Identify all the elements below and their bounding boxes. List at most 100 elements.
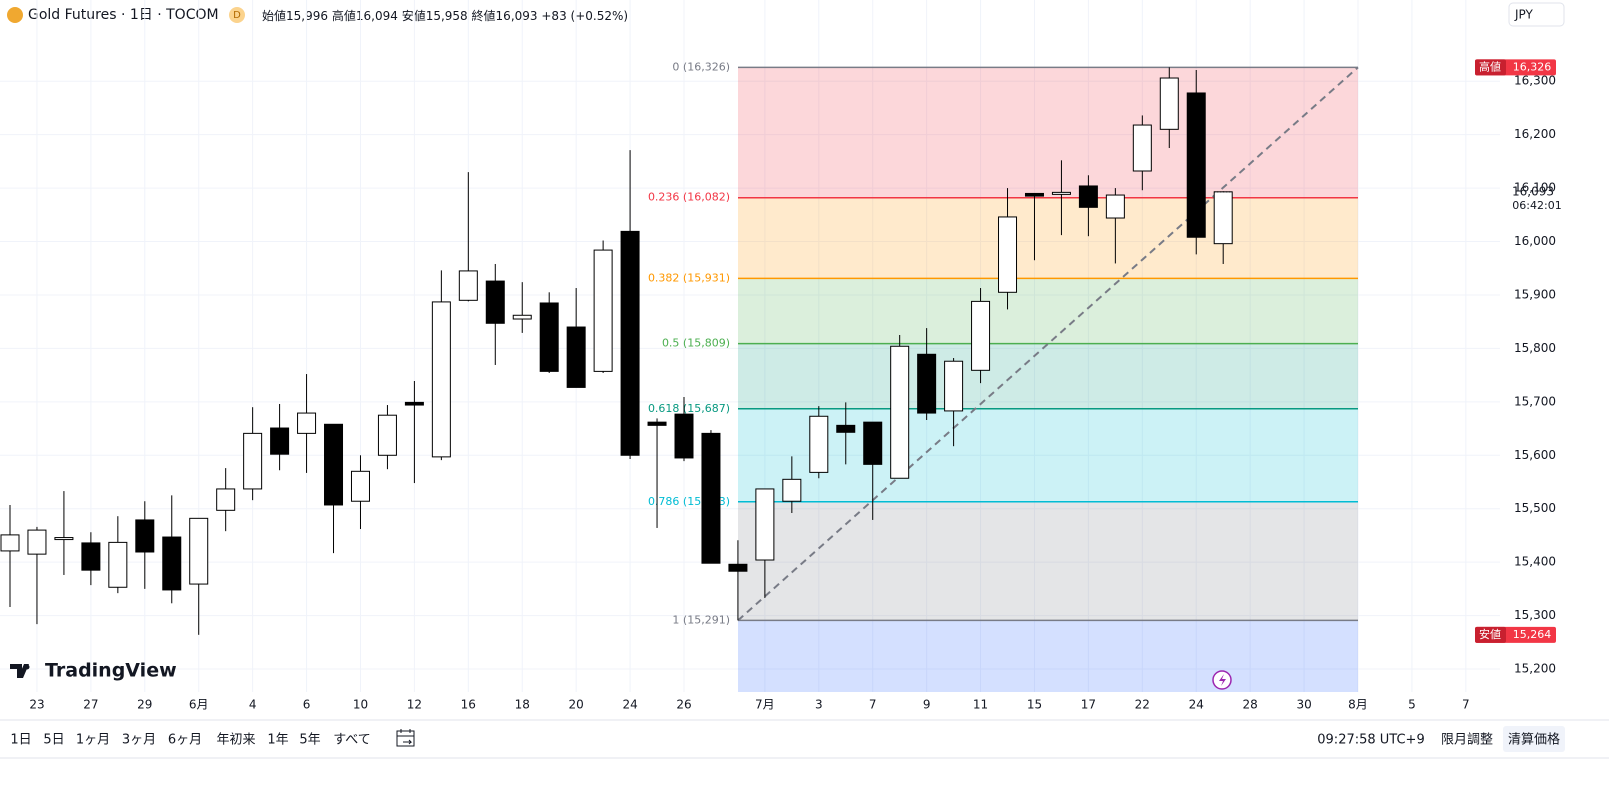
- fib-trend: [737, 66, 1359, 622]
- x-tick-label: 30: [1296, 698, 1311, 712]
- candle-body: [674, 413, 694, 459]
- candle-body: [701, 432, 721, 564]
- range-button[interactable]: 年初来: [216, 733, 255, 748]
- candle-body: [647, 421, 667, 426]
- candle-body: [404, 401, 424, 406]
- fib-band: [738, 278, 1358, 344]
- fib-band: [738, 343, 1358, 409]
- candle-body: [485, 280, 505, 324]
- toolbar-button[interactable]: 清算価格: [1508, 732, 1560, 748]
- range-button[interactable]: 1日: [10, 733, 31, 748]
- candle-body: [81, 542, 101, 571]
- y-tick-label: 15,400: [1514, 555, 1556, 569]
- candle-body: [728, 563, 748, 572]
- x-tick-label: 9: [923, 698, 931, 712]
- candle-body: [890, 345, 910, 479]
- fib-label: 1 (15,291): [672, 613, 730, 626]
- x-tick-label: 20: [569, 698, 584, 712]
- x-tick-label: 6: [303, 698, 311, 712]
- candle-body: [593, 249, 613, 372]
- candle-body: [566, 326, 586, 388]
- range-button[interactable]: 5年: [299, 733, 320, 748]
- range-button[interactable]: 1ヶ月: [76, 733, 110, 748]
- currency-button[interactable]: [1508, 2, 1565, 27]
- ohlc-label: 安値: [402, 8, 426, 23]
- x-tick-label: 10: [353, 698, 368, 712]
- candle-body: [512, 314, 532, 320]
- candle-body: [431, 301, 451, 458]
- x-tick-label: 29: [137, 698, 152, 712]
- x-tick-label: 28: [1243, 698, 1258, 712]
- y-tick-label: 15,300: [1514, 608, 1556, 622]
- range-button[interactable]: 5日: [43, 733, 64, 748]
- y-tick-label: 16,100: [1514, 181, 1556, 195]
- symbol-icon: [7, 7, 23, 23]
- fib-label: 0.5 (15,809): [662, 337, 730, 350]
- ohlc-label: 終値: [472, 8, 496, 23]
- x-tick-label: 24: [622, 698, 637, 712]
- range-button[interactable]: 3ヶ月: [122, 733, 156, 748]
- y-tick-label: 15,200: [1514, 662, 1556, 676]
- ohlc-value: 16,093: [496, 9, 538, 23]
- calendar-icon[interactable]: [396, 729, 415, 747]
- candle-body: [917, 353, 937, 414]
- candle-body: [324, 423, 344, 506]
- range-button[interactable]: 6ヶ月: [168, 733, 202, 748]
- x-tick-label: 22: [1135, 698, 1150, 712]
- candle-body: [0, 534, 20, 552]
- x-tick-label: 7月: [755, 698, 775, 712]
- candle-body: [1213, 191, 1233, 245]
- candle-body: [782, 478, 802, 502]
- candle-body: [1105, 194, 1125, 219]
- candle-body: [189, 517, 209, 585]
- y-tick-label: 15,600: [1514, 448, 1556, 462]
- candle-body: [27, 529, 47, 555]
- tag-value: 15,264: [1513, 628, 1552, 641]
- x-tick-label: 8月: [1348, 698, 1368, 712]
- x-tick-label: 24: [1189, 698, 1204, 712]
- logo-dot: [24, 664, 30, 670]
- candle-body: [243, 432, 263, 490]
- last-price: 16,093: [1512, 184, 1554, 198]
- y-tick-label: 16,200: [1514, 127, 1556, 141]
- logo: TradingView: [10, 660, 177, 682]
- x-tick-label: 12: [407, 698, 422, 712]
- x-tick-label: 11: [973, 698, 988, 712]
- candle-body: [270, 427, 290, 455]
- candle-body: [809, 415, 829, 473]
- fib-band: [738, 197, 1358, 279]
- candle-body: [1078, 185, 1098, 208]
- range-button[interactable]: 1年: [267, 733, 288, 748]
- x-tick-label: 26: [676, 698, 691, 712]
- x-tick-label: 5: [1408, 698, 1416, 712]
- x-tick-label: 6月: [189, 698, 209, 712]
- y-tick-label: 15,900: [1514, 287, 1556, 301]
- x-tick-label: 4: [249, 698, 257, 712]
- candle-body: [1051, 191, 1071, 195]
- range-button[interactable]: すべて: [333, 733, 371, 748]
- candle-body: [863, 421, 883, 465]
- tag-label: 高値: [1479, 59, 1501, 73]
- currency: JPY: [1514, 8, 1534, 22]
- x-tick-label: 7: [1462, 698, 1470, 712]
- tag-value: 16,326: [1513, 60, 1552, 73]
- active-button-bg: [1503, 726, 1565, 752]
- y-tick-label: 15,700: [1514, 394, 1556, 408]
- y-tick-label: 16,300: [1514, 74, 1556, 88]
- candle-body: [1159, 77, 1179, 130]
- candle-body: [539, 302, 559, 372]
- plot: 15,200 15,300 15,400 15,500 15,600 15,700 15,8…: [0, 0, 1562, 712]
- logo-text: TradingView: [45, 660, 177, 682]
- logo-mark: [10, 664, 29, 678]
- event-bolt: [1219, 674, 1226, 686]
- toolbar-button[interactable]: 限月調整: [1441, 733, 1493, 748]
- symbol-title[interactable]: Gold Futures · 1日 · TOCOM: [28, 7, 219, 23]
- candle-body: [836, 424, 856, 433]
- fib-label: 0.618 (15,687): [648, 402, 730, 415]
- ohlc-value: 15,958: [426, 9, 468, 23]
- fib-band: [738, 501, 1358, 621]
- change: +83 (+0.52%): [541, 9, 628, 23]
- badge-bg: [229, 7, 245, 23]
- fib-band: [738, 620, 1358, 692]
- candle-body: [998, 216, 1018, 293]
